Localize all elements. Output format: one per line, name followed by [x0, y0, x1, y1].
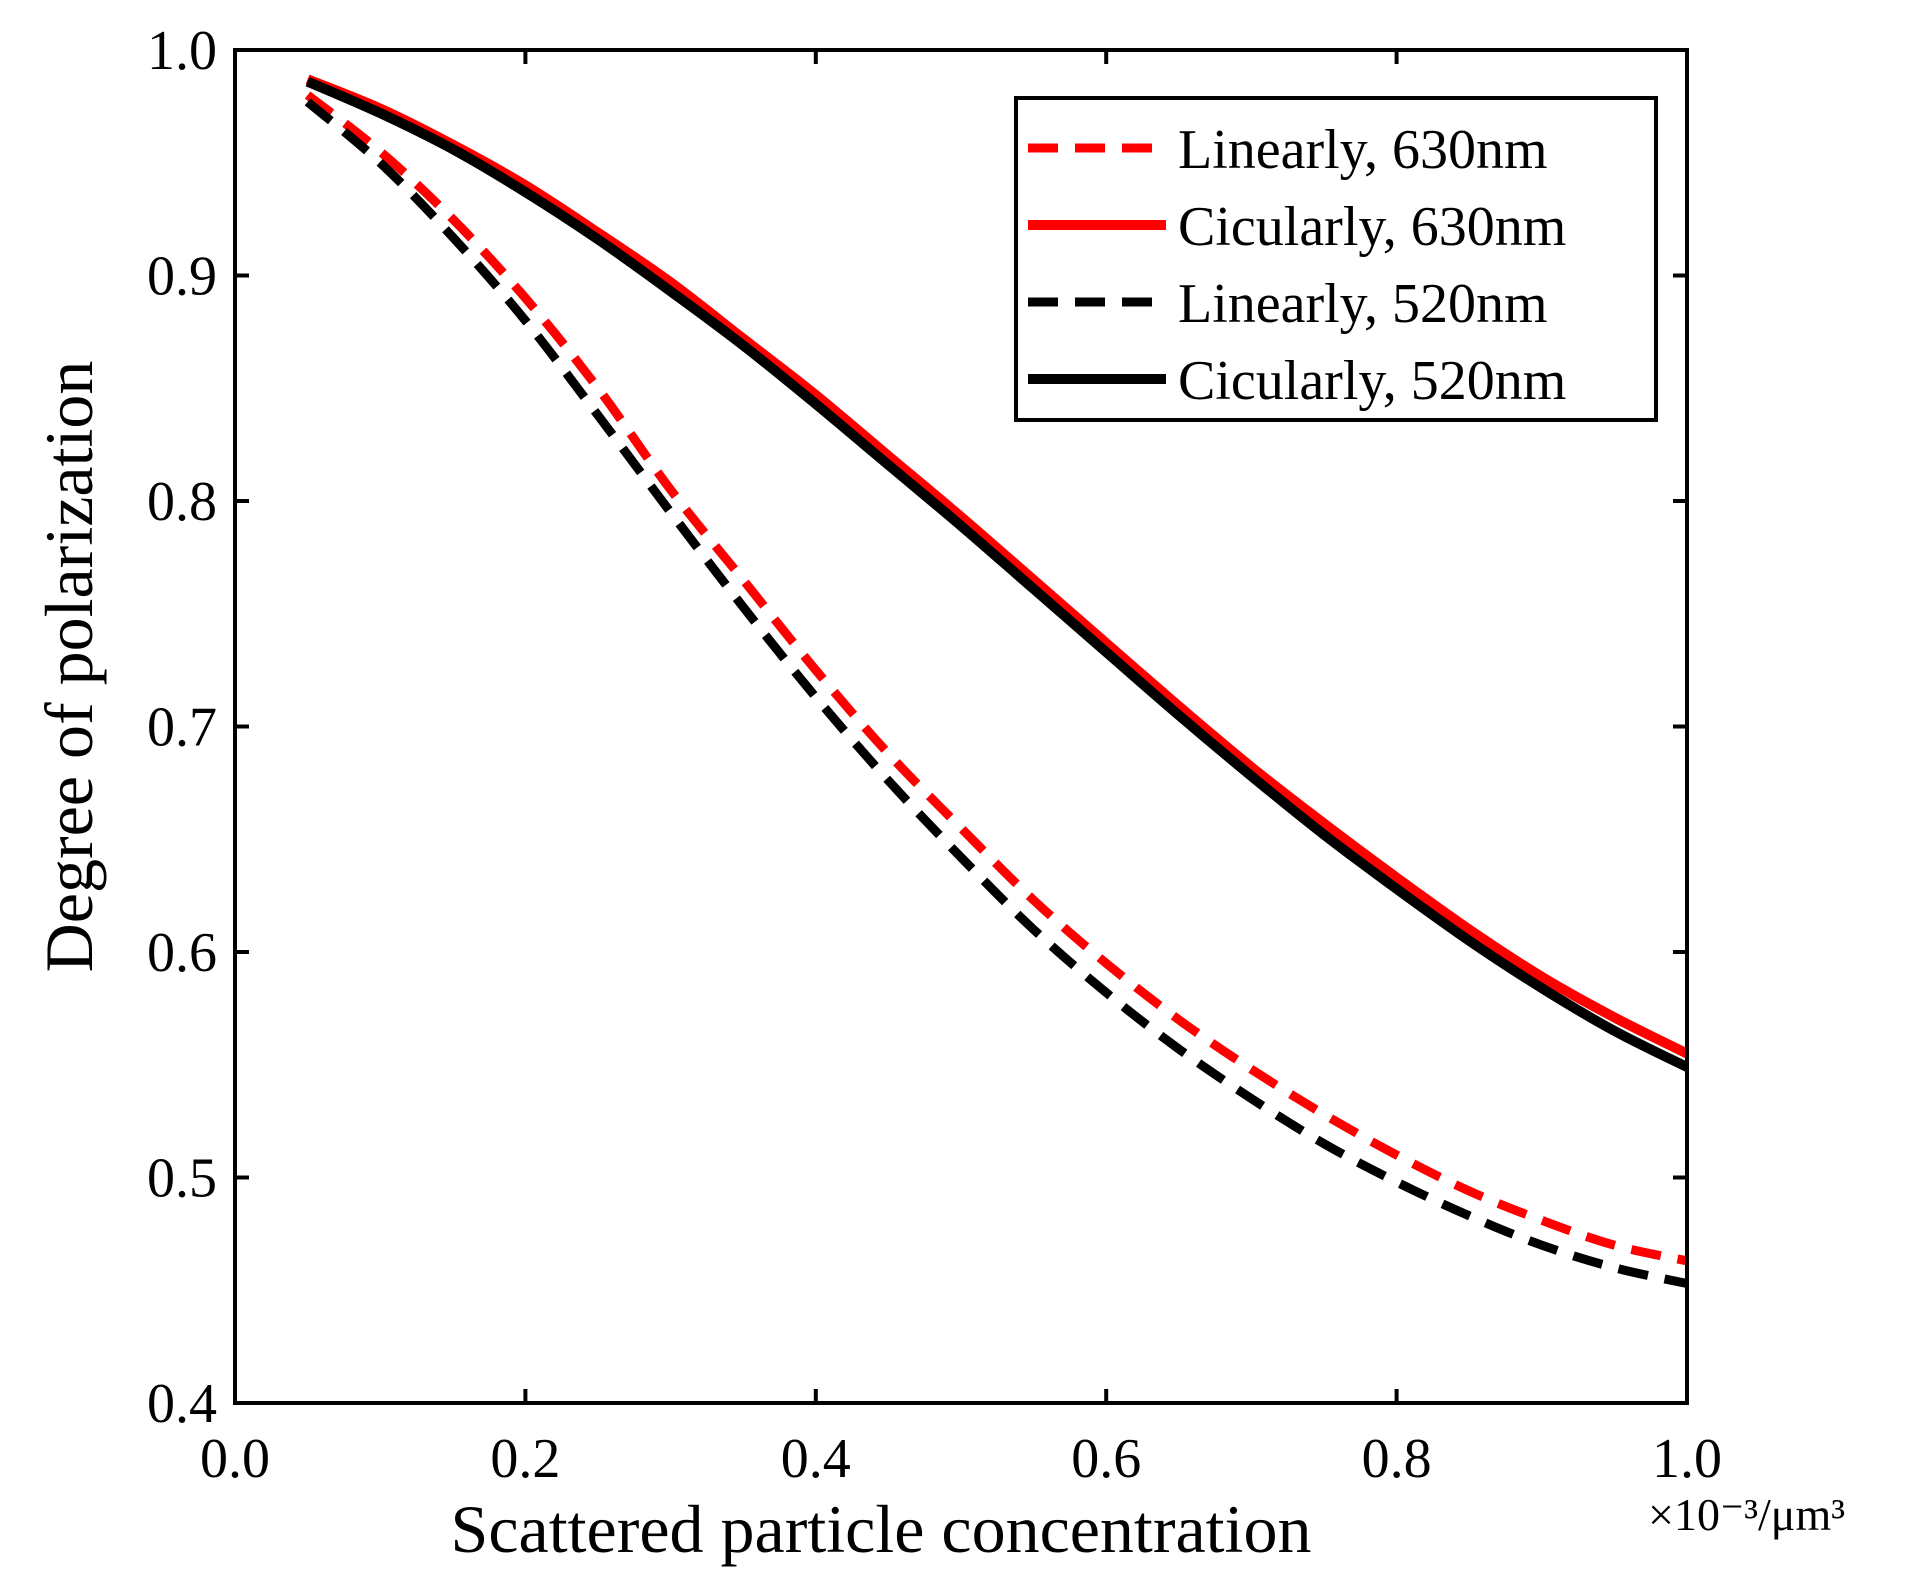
series-layer — [304, 74, 1690, 1288]
legend-label: Cicularly, 630nm — [1178, 196, 1566, 258]
y-tick-label: 0.7 — [147, 697, 217, 759]
y-tick-label: 0.4 — [147, 1373, 217, 1435]
legend-label: Linearly, 520nm — [1178, 273, 1548, 335]
ticks-layer: 0.0 0.2 0.4 0.6 0.8 1.0 0.4 0.5 0.6 0.7 0.8 0.9 1.0 — [147, 20, 1722, 1490]
series-line-1 — [304, 91, 1688, 1266]
y-tick-label: 0.8 — [147, 471, 217, 533]
x-tick-label: 0.2 — [490, 1428, 560, 1490]
legend: Linearly, 630nm Cicularly, 630nm Linearly,… — [1014, 96, 1658, 422]
y-tick-label: 0.9 — [147, 246, 217, 308]
series-line-3 — [304, 98, 1688, 1288]
legend-label: Linearly, 630nm — [1178, 119, 1548, 181]
x-axis-title: Scattered particle concentration — [451, 1491, 1312, 1567]
series-line-2 — [305, 74, 1690, 1058]
y-tick-label: 1.0 — [147, 20, 217, 82]
x-tick-label: 0.6 — [1071, 1428, 1141, 1490]
x-tick-label: 0.8 — [1362, 1428, 1432, 1490]
x-tick-label: 1.0 — [1652, 1428, 1722, 1490]
x-axis-unit: ×10⁻³/μm³ — [1648, 1489, 1845, 1540]
y-axis-title: Degree of polarization — [31, 361, 107, 973]
y-tick-label: 0.5 — [147, 1148, 217, 1210]
legend-label: Cicularly, 520nm — [1178, 350, 1566, 412]
y-tick-label: 0.6 — [147, 922, 217, 984]
x-tick-label: 0.0 — [200, 1428, 270, 1490]
series-line-4 — [305, 77, 1690, 1072]
x-tick-label: 0.4 — [781, 1428, 851, 1490]
